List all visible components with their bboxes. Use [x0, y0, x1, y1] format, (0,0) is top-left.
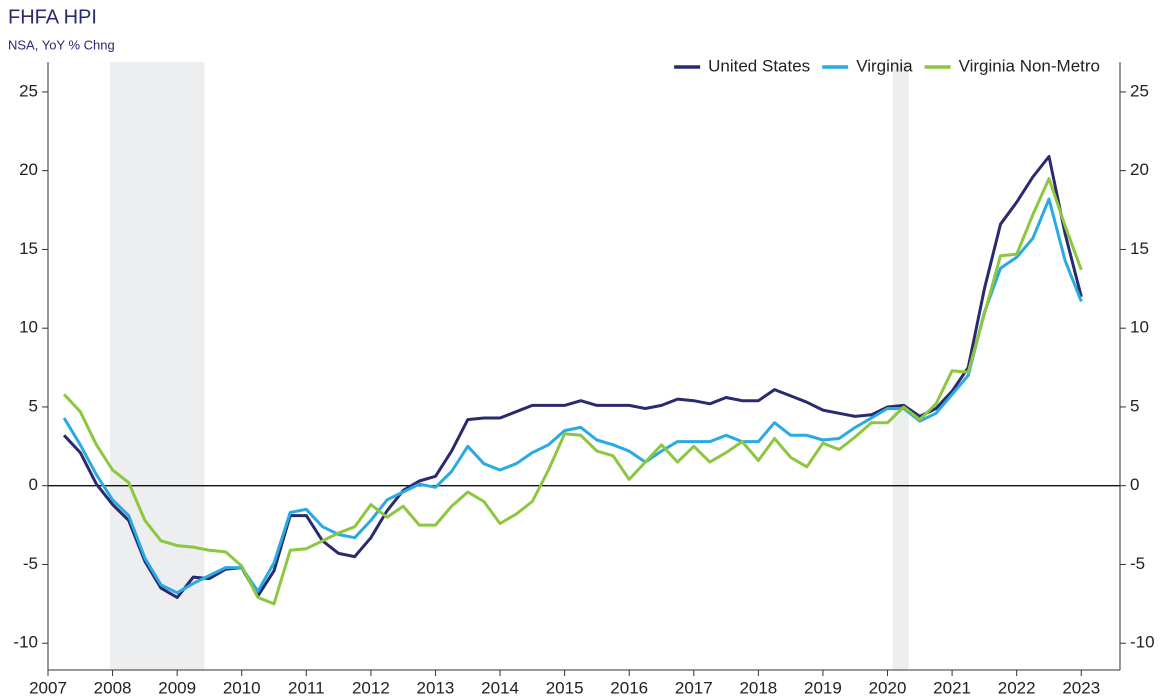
- legend-label: United States: [708, 56, 810, 75]
- y-tick-label: 15: [19, 239, 38, 258]
- y2-tick-label: 0: [1130, 475, 1139, 494]
- x-tick-label: 2015: [546, 678, 584, 697]
- x-tick-label: 2017: [675, 678, 713, 697]
- x-tick-label: 2014: [481, 678, 519, 697]
- y-tick-label: 20: [19, 160, 38, 179]
- x-tick-label: 2022: [998, 678, 1036, 697]
- y-tick-label: -10: [13, 633, 38, 652]
- y2-tick-label: -5: [1130, 554, 1145, 573]
- series-line: [63, 155, 1083, 599]
- y2-tick-label: -10: [1130, 633, 1155, 652]
- x-tick-label: 2023: [1062, 678, 1100, 697]
- x-tick-label: 2016: [610, 678, 648, 697]
- y2-tick-label: 10: [1130, 318, 1149, 337]
- y-tick-label: 0: [29, 475, 38, 494]
- y2-tick-label: 15: [1130, 239, 1149, 258]
- chart-title: FHFA HPI: [8, 6, 97, 28]
- x-tick-label: 2019: [804, 678, 842, 697]
- x-tick-label: 2007: [29, 678, 67, 697]
- x-tick-label: 2012: [352, 678, 390, 697]
- y2-tick-label: 25: [1130, 81, 1149, 100]
- series-line: [63, 177, 1083, 606]
- x-tick-label: 2020: [869, 678, 907, 697]
- y2-tick-label: 5: [1130, 396, 1139, 415]
- series-line: [62, 197, 1083, 595]
- recession-band: [892, 62, 909, 670]
- legend-label: Virginia: [856, 56, 913, 75]
- x-tick-label: 2010: [223, 678, 261, 697]
- chart-subtitle: NSA, YoY % Chng: [8, 37, 115, 52]
- recession-band: [109, 62, 205, 670]
- y-tick-label: 25: [19, 81, 38, 100]
- x-tick-label: 2018: [739, 678, 777, 697]
- x-tick-label: 2021: [933, 678, 971, 697]
- legend-label: Virginia Non-Metro: [959, 56, 1100, 75]
- x-tick-label: 2009: [158, 678, 196, 697]
- y2-tick-label: 20: [1130, 160, 1149, 179]
- x-tick-label: 2011: [288, 678, 325, 697]
- y-tick-label: 5: [29, 396, 38, 415]
- y-tick-label: -5: [23, 554, 38, 573]
- x-tick-label: 2008: [94, 678, 132, 697]
- y-tick-label: 10: [19, 318, 38, 337]
- x-tick-label: 2013: [417, 678, 455, 697]
